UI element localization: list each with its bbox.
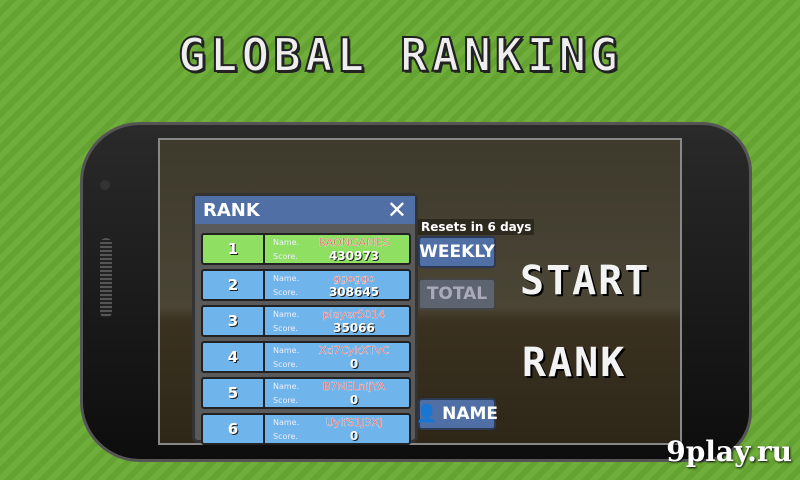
- name-label: Name.: [273, 310, 300, 319]
- player-score: 0: [349, 429, 359, 443]
- page-title: GLOBAL RANKING: [177, 27, 622, 83]
- name-label: Name.: [273, 238, 300, 247]
- player-name: ggoggo: [333, 272, 375, 285]
- score-label: Score.: [273, 396, 298, 405]
- rank-number: 2: [203, 271, 265, 299]
- close-icon[interactable]: ✕: [386, 196, 407, 224]
- score-label: Score.: [273, 324, 298, 333]
- player-score: 0: [349, 357, 359, 371]
- player-score: 35066: [333, 321, 375, 335]
- name-label: Name.: [273, 274, 300, 283]
- ranking-row: 4 Name. Score. Xd7CykXTvC 0: [201, 341, 411, 373]
- player-name: player5014: [322, 308, 386, 321]
- row-info: Name. Score. B7NELnijYA 0: [265, 379, 409, 407]
- rank-number: 4: [203, 343, 265, 371]
- row-info: Name. Score. UylfS1J3Xj 0: [265, 415, 409, 443]
- ranking-row: 5 Name. Score. B7NELnijYA 0: [201, 377, 411, 409]
- name-button[interactable]: 👤 NAME: [415, 398, 499, 430]
- player-name: UylfS1J3Xj: [325, 416, 383, 429]
- ranking-row: 2 Name. Score. ggoggo 308645: [201, 269, 411, 301]
- name-label: Name.: [273, 346, 300, 355]
- panel-header: RANK ✕: [195, 196, 415, 224]
- player-name: RAONGAMES: [318, 236, 390, 249]
- row-info: Name. Score. ggoggo 308645: [265, 271, 409, 299]
- ranking-row: 3 Name. Score. player5014 35066: [201, 305, 411, 337]
- rank-number: 5: [203, 379, 265, 407]
- row-info: Name. Score. player5014 35066: [265, 307, 409, 335]
- rank-button[interactable]: RANK: [522, 340, 627, 386]
- name-label: Name.: [273, 382, 300, 391]
- player-score: 0: [349, 393, 359, 407]
- ranking-row: 6 Name. Score. UylfS1J3Xj 0: [201, 413, 411, 445]
- rank-number: 3: [203, 307, 265, 335]
- row-info: Name. Score. Xd7CykXTvC 0: [265, 343, 409, 371]
- resets-label: Resets in 6 days: [418, 219, 535, 235]
- row-info: Name. Score. RAONGAMES 430973: [265, 235, 409, 263]
- score-label: Score.: [273, 252, 298, 261]
- speaker-grille: [100, 238, 112, 318]
- weekly-button[interactable]: WEEKLY: [418, 236, 496, 268]
- player-name: Xd7CykXTvC: [318, 344, 390, 357]
- score-label: Score.: [273, 288, 298, 297]
- score-label: Score.: [273, 360, 298, 369]
- camera-icon: [100, 180, 110, 190]
- name-button-label: NAME: [442, 404, 499, 424]
- name-label: Name.: [273, 418, 300, 427]
- score-label: Score.: [273, 432, 298, 441]
- start-button[interactable]: START: [520, 258, 651, 304]
- rank-number: 1: [203, 235, 265, 263]
- panel-title: RANK: [203, 199, 260, 221]
- player-score: 308645: [328, 285, 380, 299]
- total-button[interactable]: TOTAL: [418, 278, 496, 310]
- player-score: 430973: [328, 249, 380, 263]
- player-name: B7NELnijYA: [322, 380, 386, 393]
- rank-panel: RANK ✕ 1 Name. Score. RAONGAMES 430973 2…: [192, 193, 418, 445]
- watermark: 9play.ru: [666, 435, 792, 468]
- ranking-row: 1 Name. Score. RAONGAMES 430973: [201, 233, 411, 265]
- rank-number: 6: [203, 415, 265, 443]
- user-icon: 👤: [415, 404, 438, 424]
